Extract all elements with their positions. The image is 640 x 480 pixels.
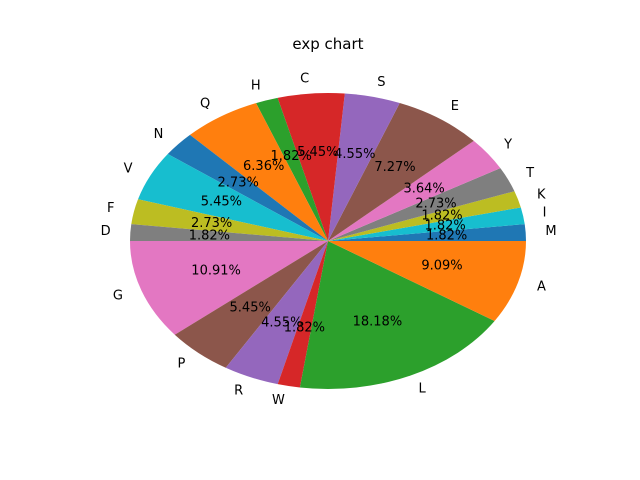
slice-percent-p: 5.45%	[230, 301, 271, 316]
slice-label-s: S	[377, 75, 385, 90]
chart-title: exp chart	[292, 35, 363, 53]
slice-percent-f: 2.73%	[191, 216, 232, 231]
pie-slice-c	[277, 92, 345, 242]
slice-percent-t: 2.73%	[415, 197, 456, 212]
slice-percent-k: 1.82%	[421, 209, 462, 224]
slice-label-p: P	[178, 357, 186, 372]
pie-slice-g	[130, 241, 328, 335]
slice-label-m: M	[545, 224, 556, 239]
slice-label-q: Q	[200, 97, 210, 112]
pie-slice-e	[328, 103, 474, 241]
slice-percent-r: 4.55%	[261, 315, 302, 330]
pie-slice-y	[328, 140, 501, 241]
slice-percent-c: 5.45%	[297, 145, 338, 160]
slice-label-a: A	[537, 279, 546, 294]
slice-percent-i: 1.82%	[424, 218, 465, 233]
pie-slice-d	[130, 224, 328, 242]
slice-percent-h: 1.82%	[271, 149, 312, 164]
slice-label-e: E	[451, 99, 459, 114]
slice-percent-d: 1.82%	[189, 229, 230, 244]
slice-label-t: T	[525, 166, 534, 181]
slice-percent-n: 2.73%	[218, 175, 259, 190]
pie-labels: M 1.82% I 1.82% K 1.82% T 2.73% Y 3.64% E 7.27% S 4.5…	[101, 71, 557, 408]
slice-percent-m: 1.82%	[426, 228, 467, 243]
slice-label-i: I	[543, 206, 547, 221]
slice-label-v: V	[124, 162, 133, 177]
pie-slice-k	[328, 191, 521, 241]
pie-slice-i	[328, 207, 525, 241]
slice-percent-v: 5.45%	[201, 194, 242, 209]
slice-label-w: W	[272, 393, 285, 408]
slice-label-f: F	[107, 201, 114, 216]
pie-slice-n	[167, 134, 328, 241]
slice-percent-s: 4.55%	[334, 147, 375, 162]
pie-slice-l	[299, 241, 495, 389]
pie-slices	[130, 92, 527, 389]
pie-slice-s	[328, 93, 400, 241]
slice-label-l: L	[419, 382, 427, 397]
slice-percent-e: 7.27%	[374, 160, 415, 175]
slice-label-y: Y	[503, 138, 512, 153]
pie-slice-f	[131, 199, 328, 241]
slice-label-d: D	[101, 224, 111, 239]
slice-label-n: N	[154, 127, 164, 142]
slice-label-r: R	[234, 384, 243, 399]
pie-slice-m	[328, 224, 527, 241]
pie-slice-r	[225, 241, 328, 385]
pie-slice-t	[328, 168, 515, 241]
slice-percent-y: 3.64%	[403, 181, 444, 196]
pie-slice-w	[277, 241, 328, 388]
slice-label-h: H	[251, 79, 261, 94]
slice-label-k: K	[537, 188, 546, 203]
slice-percent-g: 10.91%	[191, 263, 241, 278]
slice-percent-q: 6.36%	[243, 159, 284, 174]
pie-slice-h	[256, 97, 328, 241]
pie-slice-a	[328, 241, 526, 321]
pie-slice-q	[189, 103, 328, 241]
pie-slice-v	[138, 154, 328, 241]
slice-percent-a: 9.09%	[421, 259, 462, 274]
slice-label-c: C	[300, 71, 309, 86]
slice-percent-w: 1.82%	[284, 321, 325, 336]
slice-label-g: G	[113, 288, 123, 303]
pie-slice-p	[174, 241, 328, 368]
slice-percent-l: 18.18%	[353, 314, 403, 329]
